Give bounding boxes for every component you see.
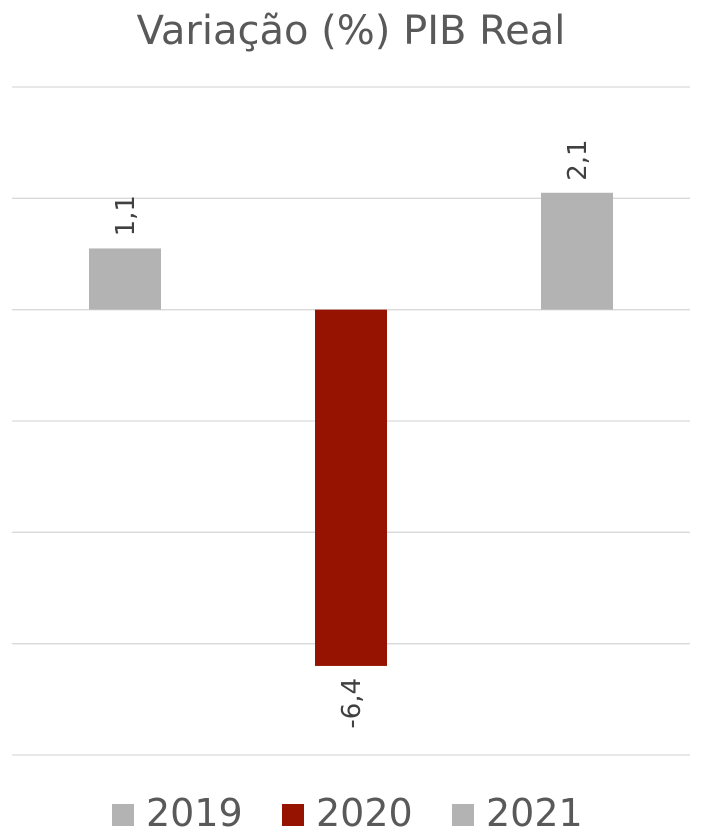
chart-title: Variação (%) PIB Real [136,8,566,54]
legend-label-2019: 2019 [146,791,243,835]
bar-2021 [541,192,613,310]
legend-label-2021: 2021 [486,791,583,835]
legend-swatch-2020 [282,804,304,826]
bar-2019 [89,248,161,310]
legend-swatch-2021 [452,804,474,826]
legend-label-2020: 2020 [316,791,413,835]
data-label-2020: -6,4 [337,678,367,729]
data-label-2021: 2,1 [563,139,593,180]
bars [89,192,613,666]
legend: 2019 2020 2021 [112,791,583,835]
bar-2020 [315,309,387,666]
data-labels: 1,1 -6,4 2,1 [111,139,593,728]
data-label-2019: 1,1 [111,195,141,236]
legend-swatch-2019 [112,804,134,826]
